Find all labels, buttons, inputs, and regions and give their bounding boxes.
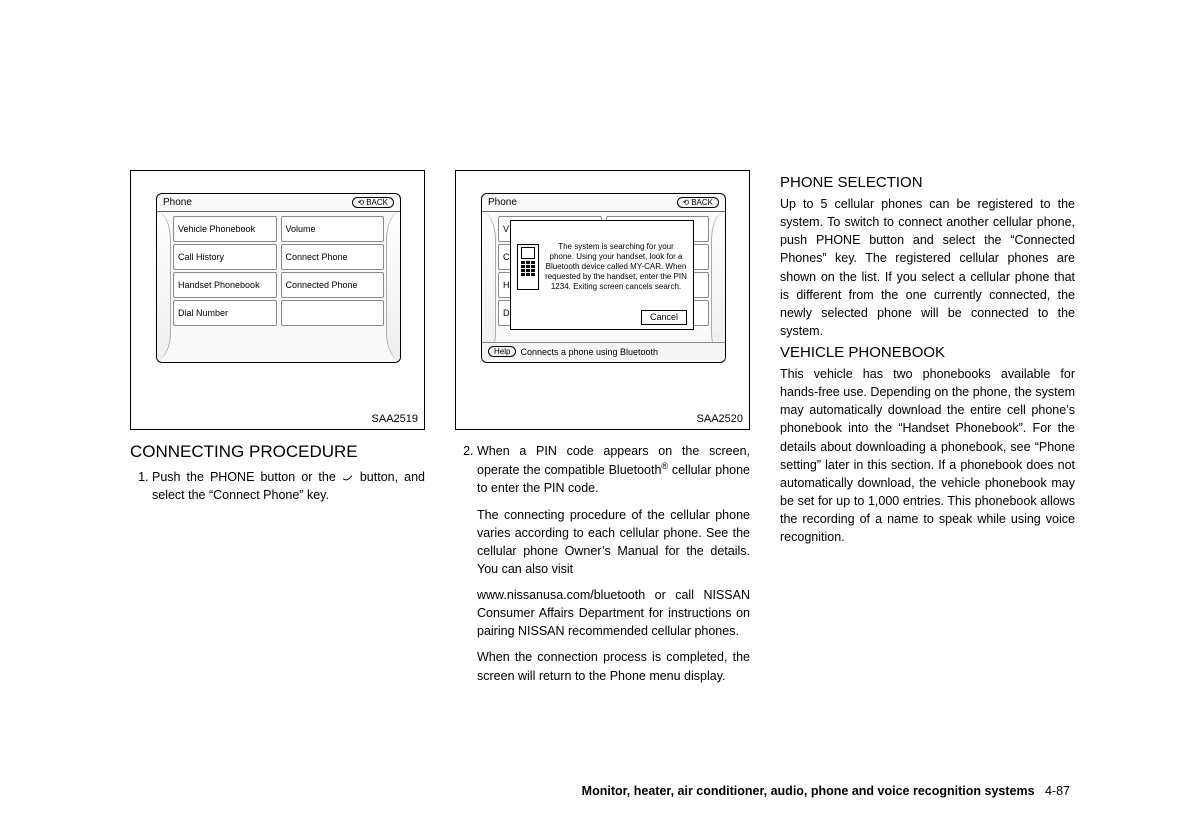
screen-1-header: Phone ⟲BACK [157,194,400,212]
step-2-para-4: When the connection process is completed… [477,648,750,684]
heading-connecting-procedure: CONNECTING PROCEDURE [130,442,425,462]
dialog-message: The system is searching for your phone. … [545,242,687,292]
figure-2: Phone ⟲BACK V C H D . . [455,170,750,430]
left-curve-2 [482,212,496,360]
menu-dial-number[interactable]: Dial Number [173,300,277,326]
figure-2-caption: SAA2520 [697,413,743,425]
right-curve [386,212,400,360]
menu-col-right: Volume Connect Phone Connected Phone . [281,216,385,356]
vehicle-phonebook-text: This vehicle has two phonebooks availabl… [780,365,1075,546]
step-list-2: When a PIN code appears on the screen, o… [455,442,750,685]
handset-icon [517,244,539,290]
back-button[interactable]: ⟲BACK [352,197,395,208]
phone-selection-text: Up to 5 cellular phones can be registere… [780,195,1075,340]
page-footer: Monitor, heater, air conditioner, audio,… [582,784,1070,798]
phone-icon [342,472,354,484]
screen-2-title: Phone [488,197,517,208]
help-pill[interactable]: Help [488,346,516,357]
back-label: BACK [366,198,388,207]
figure-1: Phone ⟲BACK Vehicle Phonebook Call Histo… [130,170,425,430]
menu-col-left: Vehicle Phonebook Call History Handset P… [173,216,277,356]
right-curve-2 [711,212,725,360]
step-2-para-2: The connecting procedure of the cellular… [477,506,750,579]
figure-1-caption: SAA2519 [372,413,418,425]
step-1-text-a: Push the PHONE button or the [152,470,342,484]
heading-phone-selection: PHONE SELECTION [780,174,1075,191]
menu-connect-phone[interactable]: Connect Phone [281,244,385,270]
menu-columns: Vehicle Phonebook Call History Handset P… [171,212,386,360]
step-2: When a PIN code appears on the screen, o… [477,442,750,685]
page-content: Phone ⟲BACK Vehicle Phonebook Call Histo… [0,0,1200,693]
menu-handset-phonebook[interactable]: Handset Phonebook [173,272,277,298]
screen-1-body: Vehicle Phonebook Call History Handset P… [157,212,400,360]
help-bar: Help Connects a phone using Bluetooth [482,342,725,360]
column-3: PHONE SELECTION Up to 5 cellular phones … [780,170,1075,693]
left-curve [157,212,171,360]
search-dialog: The system is searching for your phone. … [510,220,694,330]
step-2-para-3: www.nissanusa.com/bluetooth or call NISS… [477,586,750,640]
screen-1: Phone ⟲BACK Vehicle Phonebook Call Histo… [156,193,401,363]
menu-volume[interactable]: Volume [281,216,385,242]
menu-connected-phone[interactable]: Connected Phone [281,272,385,298]
screen-2: Phone ⟲BACK V C H D . . [481,193,726,363]
footer-page: 4-87 [1045,784,1070,798]
cancel-button[interactable]: Cancel [641,310,687,325]
menu-empty: . [281,300,385,326]
menu-vehicle-phonebook[interactable]: Vehicle Phonebook [173,216,277,242]
screen-2-body: V C H D . . . . [482,212,725,360]
back-button-2[interactable]: ⟲BACK [677,197,720,208]
back-label-2: BACK [691,198,713,207]
column-2: Phone ⟲BACK V C H D . . [455,170,750,693]
screen-2-header: Phone ⟲BACK [482,194,725,212]
step-1: Push the PHONE button or the button, and… [152,468,425,504]
menu-call-history[interactable]: Call History [173,244,277,270]
footer-section: Monitor, heater, air conditioner, audio,… [582,784,1035,798]
column-1: Phone ⟲BACK Vehicle Phonebook Call Histo… [130,170,425,693]
heading-vehicle-phonebook: VEHICLE PHONEBOOK [780,344,1075,361]
step-list-1: Push the PHONE button or the button, and… [130,468,425,504]
help-message: Connects a phone using Bluetooth [520,347,658,357]
screen-1-title: Phone [163,197,192,208]
